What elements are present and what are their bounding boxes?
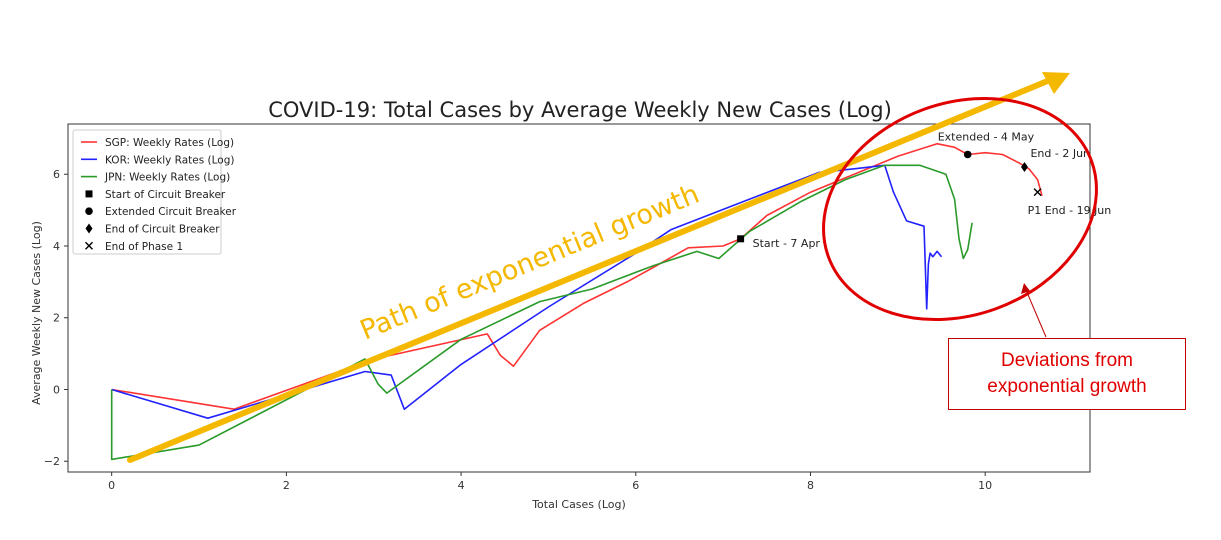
x-tick-label: 6 bbox=[632, 479, 639, 492]
deviation-ellipse bbox=[822, 96, 1098, 322]
x-tick-label: 0 bbox=[108, 479, 115, 492]
y-tick-label: 6 bbox=[53, 168, 60, 181]
legend-item-label: Start of Circuit Breaker bbox=[105, 189, 226, 201]
plot-frame bbox=[67, 123, 1091, 473]
series-line-sgp bbox=[111, 142, 1043, 411]
marker-label: Start - 7 Apr bbox=[753, 237, 821, 250]
callout-line-2: exponential growth bbox=[987, 376, 1147, 397]
legend-swatch bbox=[85, 207, 93, 215]
legend-swatch bbox=[85, 190, 93, 198]
series-line-jpn bbox=[110, 164, 973, 461]
legend-swatch bbox=[85, 223, 93, 234]
y-tick-label: 0 bbox=[53, 383, 60, 396]
legend-box bbox=[72, 129, 222, 255]
callout-line-1: Deviations from bbox=[1001, 350, 1133, 372]
legend-swatch bbox=[85, 241, 93, 250]
legend-item-label: SGP: Weekly Rates (Log) bbox=[105, 137, 234, 149]
marker-label: P1 End - 19 Jun bbox=[1028, 204, 1112, 217]
growth-arrow-head bbox=[1042, 72, 1070, 94]
chart-title: COVID-19: Total Cases by Average Weekly … bbox=[268, 98, 892, 122]
y-tick-label: 2 bbox=[53, 312, 60, 325]
y-tick-label: 4 bbox=[53, 240, 60, 253]
x-tick-label: 10 bbox=[978, 479, 992, 492]
callout-pointer bbox=[1025, 289, 1047, 338]
y-tick-label: −2 bbox=[44, 455, 60, 468]
marker-square bbox=[737, 235, 745, 243]
x-tick-label: 4 bbox=[458, 479, 465, 492]
legend-item-label: KOR: Weekly Rates (Log) bbox=[105, 154, 235, 166]
axes: 0 2 4 6 8 10 −2 0 2 4 6 bbox=[44, 123, 1091, 492]
growth-label: Path of exponential growth bbox=[356, 179, 704, 347]
deviation-callout: Deviations from exponential growth bbox=[948, 338, 1186, 410]
series-line-kor bbox=[111, 164, 943, 420]
marker-circle bbox=[963, 150, 972, 159]
y-axis-label: Average Weekly New Cases (Log) bbox=[30, 221, 43, 405]
marker-label: Extended - 4 May bbox=[938, 130, 1035, 143]
legend-item-label: End of Phase 1 bbox=[105, 241, 183, 253]
legend-item-label: End of Circuit Breaker bbox=[105, 224, 220, 236]
legend-item-label: JPN: Weekly Rates (Log) bbox=[104, 172, 230, 184]
marker-diamond bbox=[1020, 162, 1028, 173]
legend-item-label: Extended Circuit Breaker bbox=[105, 206, 237, 218]
x-tick-label: 8 bbox=[807, 479, 814, 492]
x-tick-label: 2 bbox=[283, 479, 290, 492]
x-axis-label: Total Cases (Log) bbox=[531, 498, 626, 511]
marker-label: End - 2 Jun bbox=[1030, 147, 1090, 160]
growth-arrow-shaft bbox=[127, 77, 1053, 463]
marker-x bbox=[1033, 188, 1042, 197]
legend: SGP: Weekly Rates (Log) KOR: Weekly Rates… bbox=[72, 129, 237, 255]
callout-pointer-head bbox=[1021, 283, 1030, 294]
markers-group: Start - 7 Apr Extended - 4 May End - 2 Jun… bbox=[737, 130, 1112, 250]
